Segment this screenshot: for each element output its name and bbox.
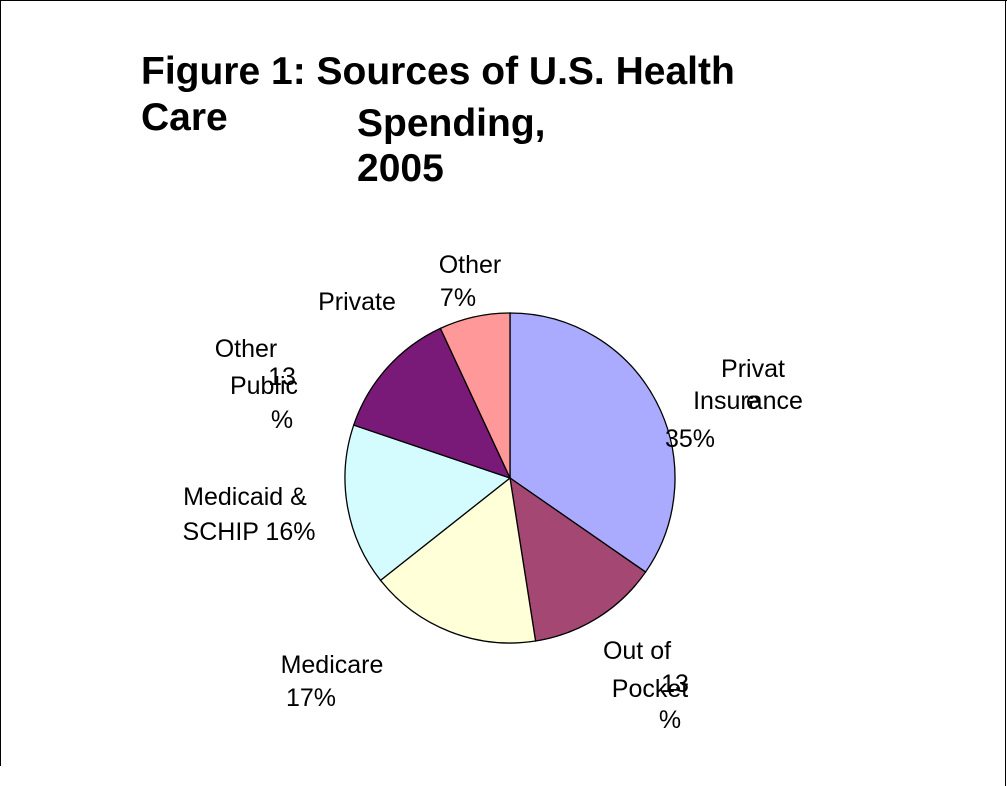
chart-title-line-3: 2005 xyxy=(357,147,444,190)
frame-top-border xyxy=(0,0,1007,1)
slice-label-medicaid-and-schip-line-1: Medicaid & xyxy=(183,483,307,511)
pie-slice-other-public xyxy=(352,327,512,480)
slice-label-other-public-line-4: % xyxy=(271,406,293,434)
pie-slice-out-of-pocket xyxy=(509,476,647,642)
slice-label-private-insurance-line-3: Insurance xyxy=(693,387,803,415)
slice-label-out-of-pocket-line-4: % xyxy=(659,706,681,734)
frame-right-border xyxy=(1005,0,1006,786)
slice-label-other-private-line-3: 7% xyxy=(440,284,476,312)
slice-label-other-private-line-1: Private xyxy=(318,288,396,316)
chart-title-line-2a: Care xyxy=(141,96,228,139)
slice-label-medicaid-and-schip-line-2: SCHIP 16% xyxy=(183,518,316,546)
chart-title-line-1: Figure 1: Sources of U.S. Health xyxy=(141,50,735,93)
pie-slice-private-insurance xyxy=(509,312,676,573)
slice-label-private-insurance-line-2: e xyxy=(746,387,760,415)
slice-label-other-public-line-3: Public xyxy=(230,372,298,400)
frame-left-border xyxy=(0,0,1,766)
slice-label-out-of-pocket-line-1: Out of xyxy=(603,637,671,665)
pie-slice-other-private xyxy=(439,312,511,479)
slice-label-other-private-line-2: Other xyxy=(439,251,502,279)
slice-label-private-insurance-line-4: 35% xyxy=(665,425,715,453)
pie-slice-medicaid-and-schip xyxy=(344,424,512,582)
slice-label-medicare-line-1: Medicare xyxy=(281,651,384,679)
chart-title-line-2b: Spending, xyxy=(357,102,546,145)
slice-label-out-of-pocket-line-3: Pocket xyxy=(612,675,688,703)
slice-label-medicare-line-2: 17% xyxy=(286,684,336,712)
slice-label-private-insurance-line-1: Privat xyxy=(721,355,785,383)
pie-slice-medicare xyxy=(379,476,537,644)
slice-label-out-of-pocket-line-2: 13 xyxy=(661,670,689,698)
slice-label-other-public-line-2: 13 xyxy=(268,363,296,391)
slice-label-other-public-line-1: Other xyxy=(215,335,278,363)
